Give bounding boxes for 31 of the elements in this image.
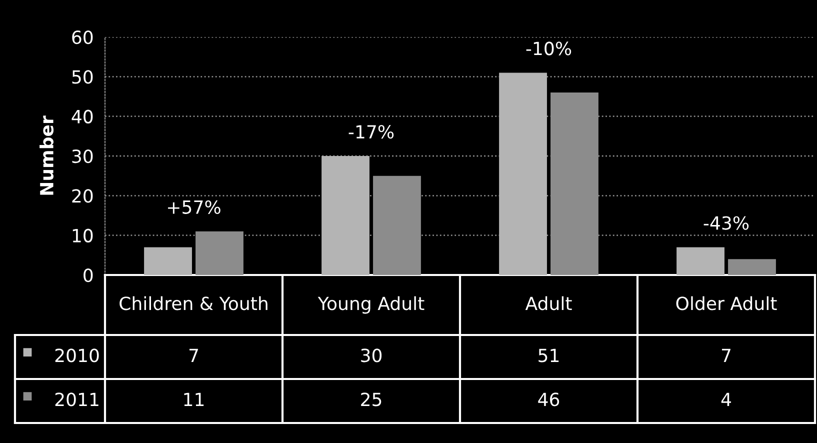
data-label: 46 bbox=[538, 392, 560, 406]
data-label: 7 bbox=[189, 348, 198, 362]
y-tick-label: 10 bbox=[72, 228, 93, 242]
y-tick-label: 60 bbox=[72, 30, 93, 44]
y-tick-label: 50 bbox=[72, 70, 93, 84]
bar bbox=[144, 247, 192, 275]
data-label: 25 bbox=[361, 392, 382, 406]
bar bbox=[676, 247, 724, 275]
legend-label: 2010 bbox=[55, 348, 99, 362]
data-label: 11 bbox=[184, 392, 204, 406]
x-tick-label: Adult bbox=[525, 296, 572, 310]
bar bbox=[728, 259, 776, 275]
data-label: 4 bbox=[721, 392, 731, 406]
x-tick-label: Young Adult bbox=[318, 296, 424, 314]
legend-label: 2011 bbox=[55, 392, 98, 406]
data-label: 51 bbox=[538, 348, 559, 362]
y-tick-label: 20 bbox=[72, 189, 93, 203]
y-tick-label: 30 bbox=[72, 149, 93, 164]
y-tick-label: 0 bbox=[84, 268, 93, 282]
y-tick-label: 40 bbox=[72, 110, 93, 124]
annotation: -10% bbox=[526, 42, 572, 56]
bar bbox=[499, 72, 547, 275]
x-tick-label: Children & Youth bbox=[120, 296, 268, 310]
annotation: -17% bbox=[348, 124, 394, 139]
bar bbox=[322, 156, 370, 275]
data-label: 7 bbox=[722, 348, 730, 362]
x-tick-label: Older Adult bbox=[676, 296, 777, 310]
data-label: 30 bbox=[361, 348, 382, 362]
annotation: -43% bbox=[704, 216, 749, 230]
y-axis-title: Number bbox=[40, 116, 54, 195]
annotation: +57% bbox=[168, 200, 220, 214]
